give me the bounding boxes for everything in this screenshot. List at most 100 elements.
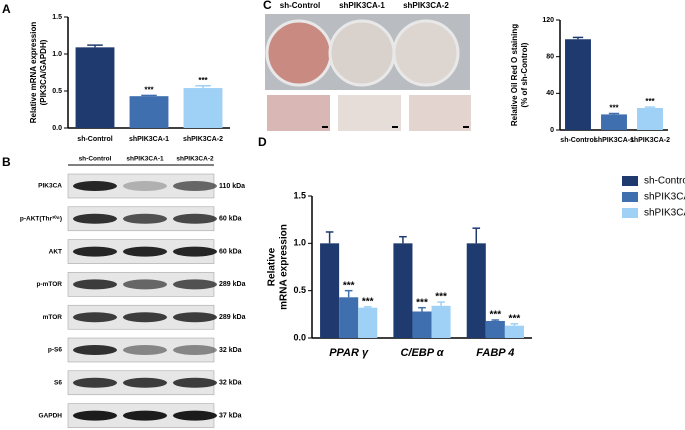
panel-letter: D bbox=[258, 135, 267, 149]
blot-size-label: 32 kDa bbox=[219, 347, 242, 354]
x-tick-label: shPIK3CA-2 bbox=[630, 137, 670, 144]
legend-swatch bbox=[622, 176, 638, 186]
x-tick-label: PPAR γ bbox=[329, 347, 369, 359]
legend-label: shPIK3CA-2 bbox=[644, 208, 685, 219]
blot-row-label: p-mTOR bbox=[36, 281, 62, 288]
x-tick-label: C/EBP α bbox=[400, 347, 444, 359]
blot-row-label: mTOR bbox=[43, 314, 63, 321]
blot-row-label: p-AKT(Thr³⁰⁸) bbox=[20, 215, 62, 223]
bar bbox=[75, 47, 115, 129]
photo-header: shPIK3CA-1 bbox=[339, 1, 385, 10]
bar bbox=[637, 108, 663, 130]
y-tick-label: 0.5 bbox=[293, 285, 306, 295]
blot-band bbox=[173, 312, 217, 323]
blot-band bbox=[73, 279, 117, 290]
y-tick-label: 0 bbox=[550, 127, 554, 134]
x-tick-label: FABP 4 bbox=[476, 347, 514, 359]
blot-band bbox=[173, 246, 217, 257]
bar bbox=[358, 307, 378, 338]
y-axis-label: Relative Oil Red O staining bbox=[510, 24, 519, 126]
bar bbox=[320, 243, 340, 338]
blot-size-label: 289 kDa bbox=[219, 281, 246, 288]
blot-band bbox=[173, 181, 217, 191]
x-tick-label: sh-Control bbox=[560, 137, 595, 144]
blot-row-label: AKT bbox=[49, 248, 62, 255]
x-tick-label: shPIK3CA-1 bbox=[594, 137, 634, 144]
bar bbox=[504, 325, 524, 338]
micrograph bbox=[267, 95, 330, 131]
blot-band bbox=[73, 213, 117, 224]
y-tick-label: 0.5 bbox=[52, 88, 62, 95]
bar bbox=[485, 320, 505, 338]
significance: *** bbox=[198, 76, 208, 85]
well bbox=[265, 19, 333, 87]
blot-size-label: 60 kDa bbox=[219, 216, 242, 223]
blot-band bbox=[73, 312, 117, 323]
legend-label: shPIK3CA-1 bbox=[644, 192, 685, 203]
y-axis-label: Relative bbox=[267, 247, 278, 286]
blot-size-label: 37 kDa bbox=[219, 412, 242, 419]
blot-band bbox=[123, 213, 167, 224]
significance: *** bbox=[609, 104, 619, 113]
blot-band bbox=[173, 279, 217, 290]
legend-swatch bbox=[622, 208, 638, 218]
y-tick-label: 0.0 bbox=[52, 125, 62, 132]
blot-band bbox=[73, 377, 117, 388]
legend-swatch bbox=[622, 192, 638, 202]
significance: *** bbox=[509, 313, 521, 324]
blot-header: sh-Control bbox=[79, 156, 112, 163]
bar bbox=[393, 243, 413, 338]
blot-band bbox=[123, 345, 167, 355]
photo-header: shPIK3CA-2 bbox=[403, 1, 449, 10]
y-tick-label: 40 bbox=[546, 90, 554, 97]
y-tick-label: 120 bbox=[542, 17, 554, 24]
panel-letter: B bbox=[2, 155, 11, 169]
blot-row-label: S6 bbox=[54, 380, 62, 387]
blot-band bbox=[123, 312, 167, 323]
y-axis-label: (% of sh-Control) bbox=[520, 42, 529, 107]
blot-band bbox=[123, 410, 167, 421]
micrograph bbox=[409, 95, 471, 131]
bar bbox=[412, 311, 432, 338]
y-tick-label: 1.5 bbox=[52, 14, 62, 21]
bar bbox=[431, 305, 451, 338]
blot-size-label: 60 kDa bbox=[219, 248, 242, 255]
blot-size-label: 110 kDa bbox=[219, 183, 245, 190]
bar bbox=[129, 96, 169, 128]
well bbox=[392, 19, 460, 87]
panel-letter: C bbox=[263, 0, 272, 12]
y-tick-label: 1.5 bbox=[293, 190, 306, 200]
blot-band bbox=[73, 181, 117, 191]
blot-header: shPIK3CA-2 bbox=[176, 156, 214, 163]
x-tick-label: sh-Control bbox=[77, 136, 112, 143]
blot-row-label: PIK3CA bbox=[38, 183, 62, 190]
blot-size-label: 32 kDa bbox=[219, 380, 242, 387]
blot-band bbox=[73, 345, 117, 355]
well bbox=[328, 19, 396, 87]
significance: *** bbox=[144, 86, 154, 95]
significance: *** bbox=[435, 292, 447, 303]
blot-band bbox=[73, 410, 117, 421]
blot-band bbox=[123, 377, 167, 388]
bar bbox=[565, 39, 591, 130]
blot-band bbox=[123, 246, 167, 257]
y-axis-label: (PIK3CA/GAPDH) bbox=[39, 39, 48, 105]
blot-band bbox=[173, 410, 217, 421]
legend-label: sh-Control bbox=[644, 176, 685, 187]
y-tick-label: 1.0 bbox=[52, 51, 62, 58]
panel-letter: A bbox=[2, 2, 11, 16]
bar bbox=[339, 297, 359, 338]
y-tick-label: 80 bbox=[546, 54, 554, 61]
bar bbox=[466, 243, 486, 338]
blot-header: shPIK3CA-1 bbox=[126, 156, 164, 163]
bar bbox=[183, 88, 223, 128]
blot-band bbox=[173, 377, 217, 388]
micrograph bbox=[338, 95, 401, 131]
blot-row-label: p-S6 bbox=[48, 347, 62, 354]
significance: *** bbox=[645, 97, 655, 106]
blot-band bbox=[123, 279, 167, 290]
blot-row-label: GAPDH bbox=[39, 412, 63, 419]
blot-size-label: 289 kDa bbox=[219, 314, 246, 321]
y-tick-label: 1.0 bbox=[293, 238, 306, 248]
